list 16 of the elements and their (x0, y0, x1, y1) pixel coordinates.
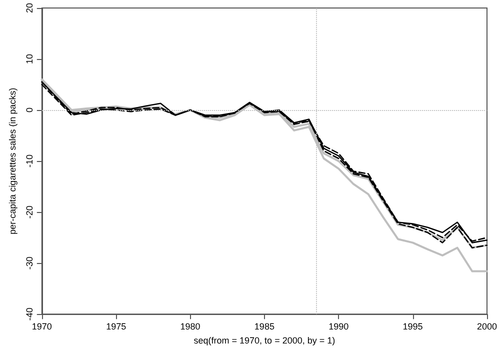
y-tick-label: 10 (24, 54, 34, 64)
x-axis-title: seq(from = 1970, to = 2000, by = 1) (194, 336, 336, 346)
x-tick-label: 1985 (254, 322, 274, 332)
x-tick-label: 1995 (402, 322, 423, 332)
x-tick-label: 2000 (476, 322, 498, 332)
y-tick-label: -20 (24, 206, 34, 219)
y-axis-title: per-capita cigarettes sales (in packs) (8, 88, 18, 234)
x-tick-label: 1970 (32, 322, 52, 332)
y-tick-label: -10 (24, 154, 34, 168)
y-tick-label: 20 (24, 3, 34, 14)
y-tick-label: -30 (24, 256, 34, 270)
x-tick-label: 1990 (328, 322, 349, 332)
y-tick-label: -40 (24, 308, 34, 321)
x-tick-label: 1980 (180, 322, 200, 332)
y-tick-label: 0 (24, 108, 34, 113)
x-tick-label: 1975 (106, 322, 126, 332)
